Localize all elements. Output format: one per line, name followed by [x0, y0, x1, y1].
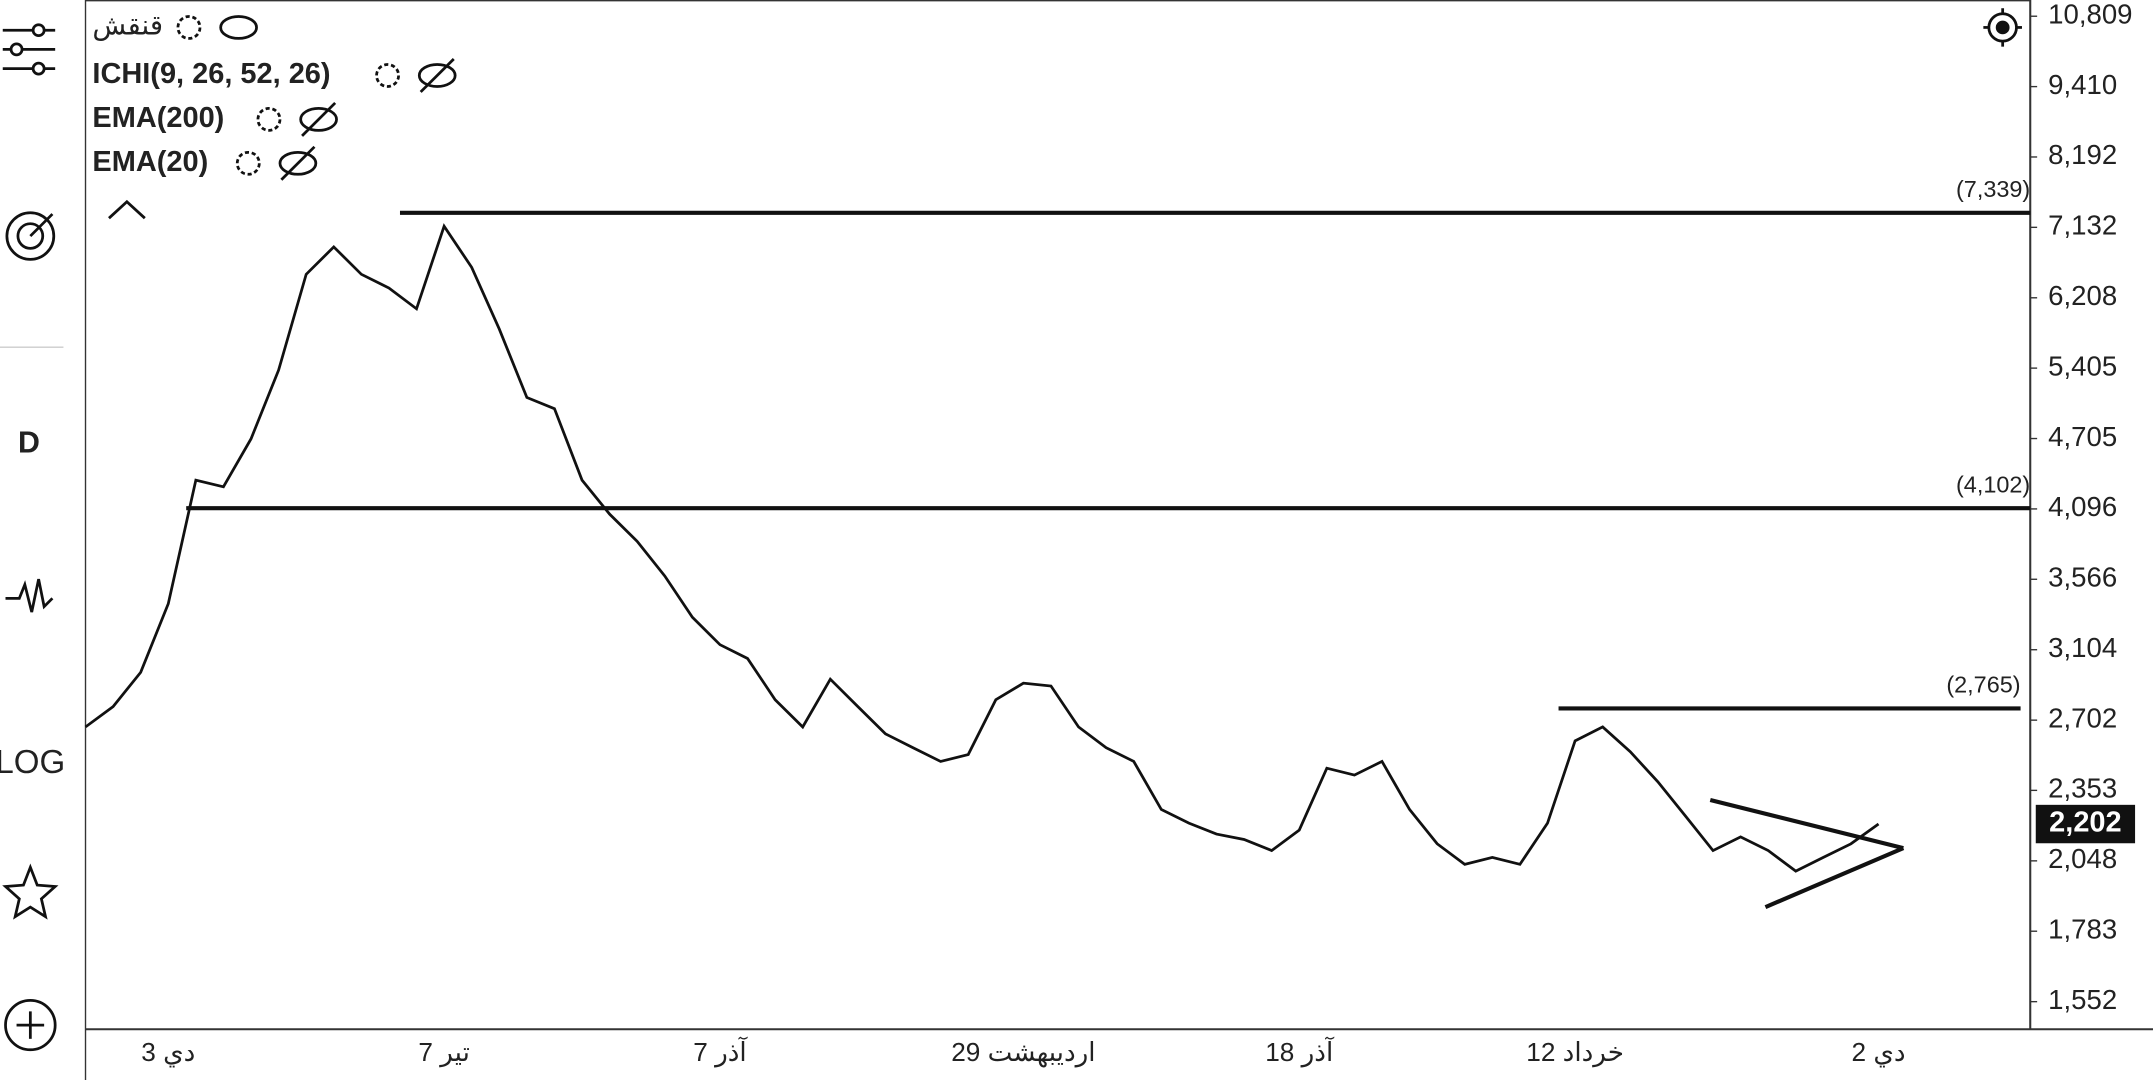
triangle-drawing — [1709, 798, 1905, 909]
target-icon[interactable] — [5, 211, 56, 261]
hidden-eye-icon[interactable] — [278, 145, 318, 181]
y-tick-label: 9,410 — [2048, 69, 2117, 100]
last-price-label: 2,202 — [2049, 807, 2121, 839]
y-tick-label: 1,552 — [2048, 984, 2117, 1015]
log-button[interactable]: LOG — [0, 743, 65, 780]
y-tick-label: 5,405 — [2048, 350, 2117, 381]
hidden-eye-icon[interactable] — [417, 58, 457, 93]
price-line — [84, 223, 1880, 873]
x-tick-label: 7 آذر — [693, 1036, 748, 1067]
x-tick-label: 3 دي — [141, 1037, 195, 1067]
indicator-label[interactable]: قنقش — [92, 10, 163, 42]
level-label: (2,765) — [1946, 672, 2020, 698]
gear-icon[interactable] — [176, 15, 202, 40]
x-tick-label: 12 خرداد — [1526, 1037, 1624, 1068]
y-tick-label: 10,809 — [2048, 0, 2132, 29]
last-price-box — [2035, 804, 2136, 844]
gear-icon[interactable] — [235, 150, 261, 176]
level-label: (4,102) — [1956, 471, 2030, 497]
x-tick-label: 29 اردیبهشت — [951, 1037, 1095, 1068]
level-label: (7,339) — [1956, 176, 2030, 202]
y-tick-label: 3,566 — [2048, 562, 2117, 593]
x-tick-label: 7 تير — [418, 1037, 470, 1068]
indicator-icon[interactable] — [5, 578, 54, 613]
x-tick-label: 18 آذر — [1265, 1036, 1335, 1067]
y-tick-label: 8,192 — [2048, 139, 2117, 170]
gear-icon[interactable] — [375, 63, 400, 88]
collapse-button[interactable] — [108, 199, 146, 220]
locate-button[interactable] — [1983, 8, 2022, 47]
indicator-label[interactable]: EMA(200) — [92, 102, 224, 134]
y-tick-label: 2,353 — [2048, 773, 2117, 804]
y-tick-label: 1,783 — [2048, 914, 2117, 945]
interval-button[interactable]: D — [18, 427, 40, 460]
y-tick-label: 2,048 — [2048, 843, 2117, 874]
y-tick-label: 2,702 — [2048, 702, 2117, 733]
indicator-label[interactable]: ICHI(9, 26, 52, 26) — [92, 58, 330, 90]
sidebar: D LOG — [0, 23, 65, 1052]
x-tick-label: 2 دي — [1852, 1037, 1906, 1067]
star-icon[interactable] — [2, 863, 59, 920]
indicator-legend: قنقش ICHI(9, 26, 52, 26) EMA(200) EMA(20… — [92, 10, 457, 220]
y-tick-label: 4,096 — [2048, 491, 2117, 522]
y-tick-label: 3,104 — [2048, 632, 2117, 663]
add-icon[interactable] — [4, 999, 57, 1052]
settings-icon[interactable] — [2, 23, 56, 76]
indicator-label[interactable]: EMA(20) — [92, 146, 208, 178]
y-tick-label: 7,132 — [2048, 210, 2117, 241]
eye-icon[interactable] — [219, 15, 258, 40]
gear-icon[interactable] — [256, 107, 282, 132]
hidden-eye-icon[interactable] — [299, 101, 338, 137]
y-tick-label: 4,705 — [2048, 421, 2117, 452]
y-tick-label: 6,208 — [2048, 280, 2117, 311]
